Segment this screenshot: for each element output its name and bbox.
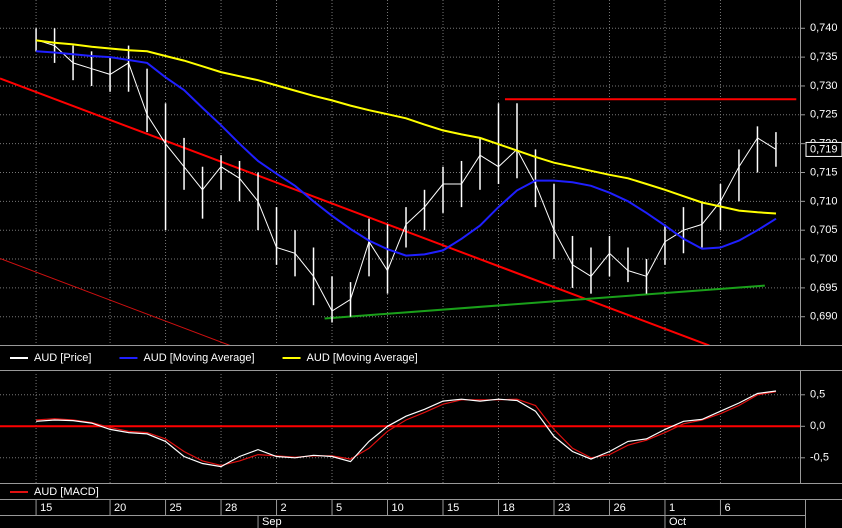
y-tick-label: 0,705 xyxy=(810,224,838,236)
x-tick-label: 20 xyxy=(114,502,126,514)
y-tick-label: 0,735 xyxy=(810,51,838,63)
x-tick-label: 1 xyxy=(669,502,675,514)
legend-label: AUD [Moving Average] xyxy=(307,352,418,364)
x-tick-label: 25 xyxy=(170,502,182,514)
x-tick-label: 28 xyxy=(225,502,237,514)
y-tick-label: 0,740 xyxy=(810,22,838,34)
month-label: Oct xyxy=(669,516,686,528)
legend-label: AUD [MACD] xyxy=(34,486,99,498)
legend-label: AUD [Price] xyxy=(34,352,91,364)
trend-line xyxy=(324,284,765,320)
trend-line xyxy=(0,77,710,345)
last-value-box xyxy=(805,141,842,157)
y-tick-label: 0,700 xyxy=(810,253,838,265)
x-tick-label: 15 xyxy=(447,502,459,514)
y-tick-label: 0,730 xyxy=(810,80,838,92)
y-tick-label: 0,710 xyxy=(810,195,838,207)
x-tick-label: 2 xyxy=(281,502,287,514)
price-plot xyxy=(0,28,797,345)
month-label: Sep xyxy=(262,516,282,528)
y-tick-label: -0,5 xyxy=(810,452,829,464)
x-tick-label: 5 xyxy=(336,502,342,514)
price-line xyxy=(35,39,777,312)
y-tick-label: 0,715 xyxy=(810,166,838,178)
moving-average-line xyxy=(35,39,777,215)
x-tick-label: 15 xyxy=(40,502,52,514)
x-tick-label: 23 xyxy=(558,502,570,514)
legend-label: AUD [Moving Average] xyxy=(143,352,254,364)
macd-line xyxy=(36,391,777,467)
macd-line xyxy=(36,390,777,468)
y-tick-label: 0,695 xyxy=(810,282,838,294)
moving-average-line xyxy=(36,50,777,257)
trend-line xyxy=(0,257,231,345)
y-tick-label: 0,5 xyxy=(810,389,825,401)
last-value-label: 0,719 xyxy=(810,143,838,155)
x-tick-label: 18 xyxy=(502,502,514,514)
x-tick-label: 6 xyxy=(724,502,730,514)
x-tick-label: 10 xyxy=(392,502,404,514)
y-tick-label: 0,725 xyxy=(810,109,838,121)
macd-plot xyxy=(0,390,800,468)
y-tick-label: 0,0 xyxy=(810,420,825,432)
y-tick-label: 0,690 xyxy=(810,311,838,323)
x-tick-label: 26 xyxy=(613,502,625,514)
